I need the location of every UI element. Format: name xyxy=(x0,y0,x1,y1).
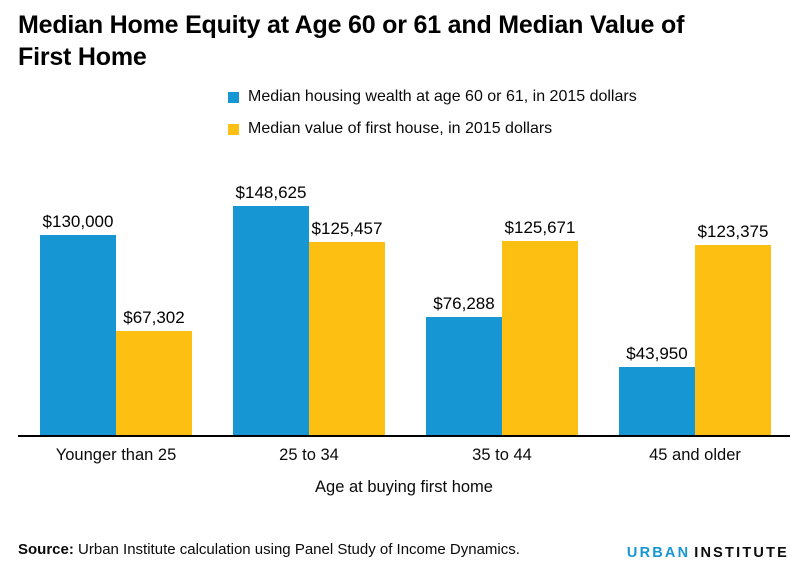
category-label: 45 and older xyxy=(649,446,741,464)
bar-column: $43,950 xyxy=(619,344,695,435)
bar-column: $148,625 xyxy=(233,183,309,435)
legend-item-first-house-value: Median value of first house, in 2015 dol… xyxy=(228,120,637,138)
logo-word-urban: URBAN xyxy=(626,545,691,561)
plot-area: $130,000 $67,302 $148,625 $125,457 $76,288 $1… xyxy=(18,183,790,437)
bar-value-label: $125,457 xyxy=(311,219,383,238)
urban-institute-logo: URBAN INSTITUTE xyxy=(627,545,789,561)
bar-value-label: $123,375 xyxy=(697,222,769,241)
logo-word-institute: INSTITUTE xyxy=(694,545,789,561)
bar-value-label: $130,000 xyxy=(42,212,114,231)
bar-first-house-value xyxy=(116,331,192,435)
bar-first-house-value xyxy=(695,245,771,435)
bar-first-house-value xyxy=(502,241,578,435)
legend-swatch-yellow-icon xyxy=(228,123,239,135)
bar-group: $43,950 $123,375 xyxy=(619,222,771,435)
legend-item-housing-wealth: Median housing wealth at age 60 or 61, i… xyxy=(228,88,637,106)
legend: Median housing wealth at age 60 or 61, i… xyxy=(228,88,637,138)
bar-value-label: $125,671 xyxy=(504,218,576,237)
legend-label-housing-wealth: Median housing wealth at age 60 or 61, i… xyxy=(248,88,637,105)
bar-group: $130,000 $67,302 xyxy=(40,212,192,435)
bar-column: $125,457 xyxy=(309,219,385,435)
bar-column: $130,000 xyxy=(40,212,116,435)
bar-value-label: $76,288 xyxy=(433,294,495,313)
bar-first-house-value xyxy=(309,242,385,435)
bar-value-label: $67,302 xyxy=(123,308,185,327)
bar-value-label: $148,625 xyxy=(235,183,307,202)
legend-label-first-house-value: Median value of first house, in 2015 dol… xyxy=(248,120,553,137)
source-note: Source: Urban Institute calculation usin… xyxy=(18,541,520,558)
bar-housing-wealth xyxy=(426,317,502,435)
category-label: Younger than 25 xyxy=(55,446,177,464)
category-label: 25 to 34 xyxy=(279,446,339,464)
bar-column: $76,288 xyxy=(426,294,502,435)
bar-value-label: $43,950 xyxy=(626,344,688,363)
category-label: 35 to 44 xyxy=(472,446,532,464)
bar-group: $76,288 $125,671 xyxy=(426,218,578,435)
bar-column: $123,375 xyxy=(695,222,771,435)
bar-housing-wealth xyxy=(233,206,309,435)
chart-title-line1: Median Home Equity at Age 60 or 61 and M… xyxy=(18,11,685,39)
bar-column: $67,302 xyxy=(116,308,192,435)
x-axis-title: Age at buying first home xyxy=(315,478,493,496)
source-label: Source: xyxy=(18,541,74,558)
bar-housing-wealth xyxy=(619,367,695,435)
chart-title-line2: First Home xyxy=(18,43,147,71)
chart-title: Median Home Equity at Age 60 or 61 and M… xyxy=(18,9,684,73)
source-text: Urban Institute calculation using Panel … xyxy=(73,541,520,558)
bar-housing-wealth xyxy=(40,235,116,435)
bar-group: $148,625 $125,457 xyxy=(233,183,385,435)
bar-column: $125,671 xyxy=(502,218,578,435)
legend-swatch-blue-icon xyxy=(228,91,239,103)
